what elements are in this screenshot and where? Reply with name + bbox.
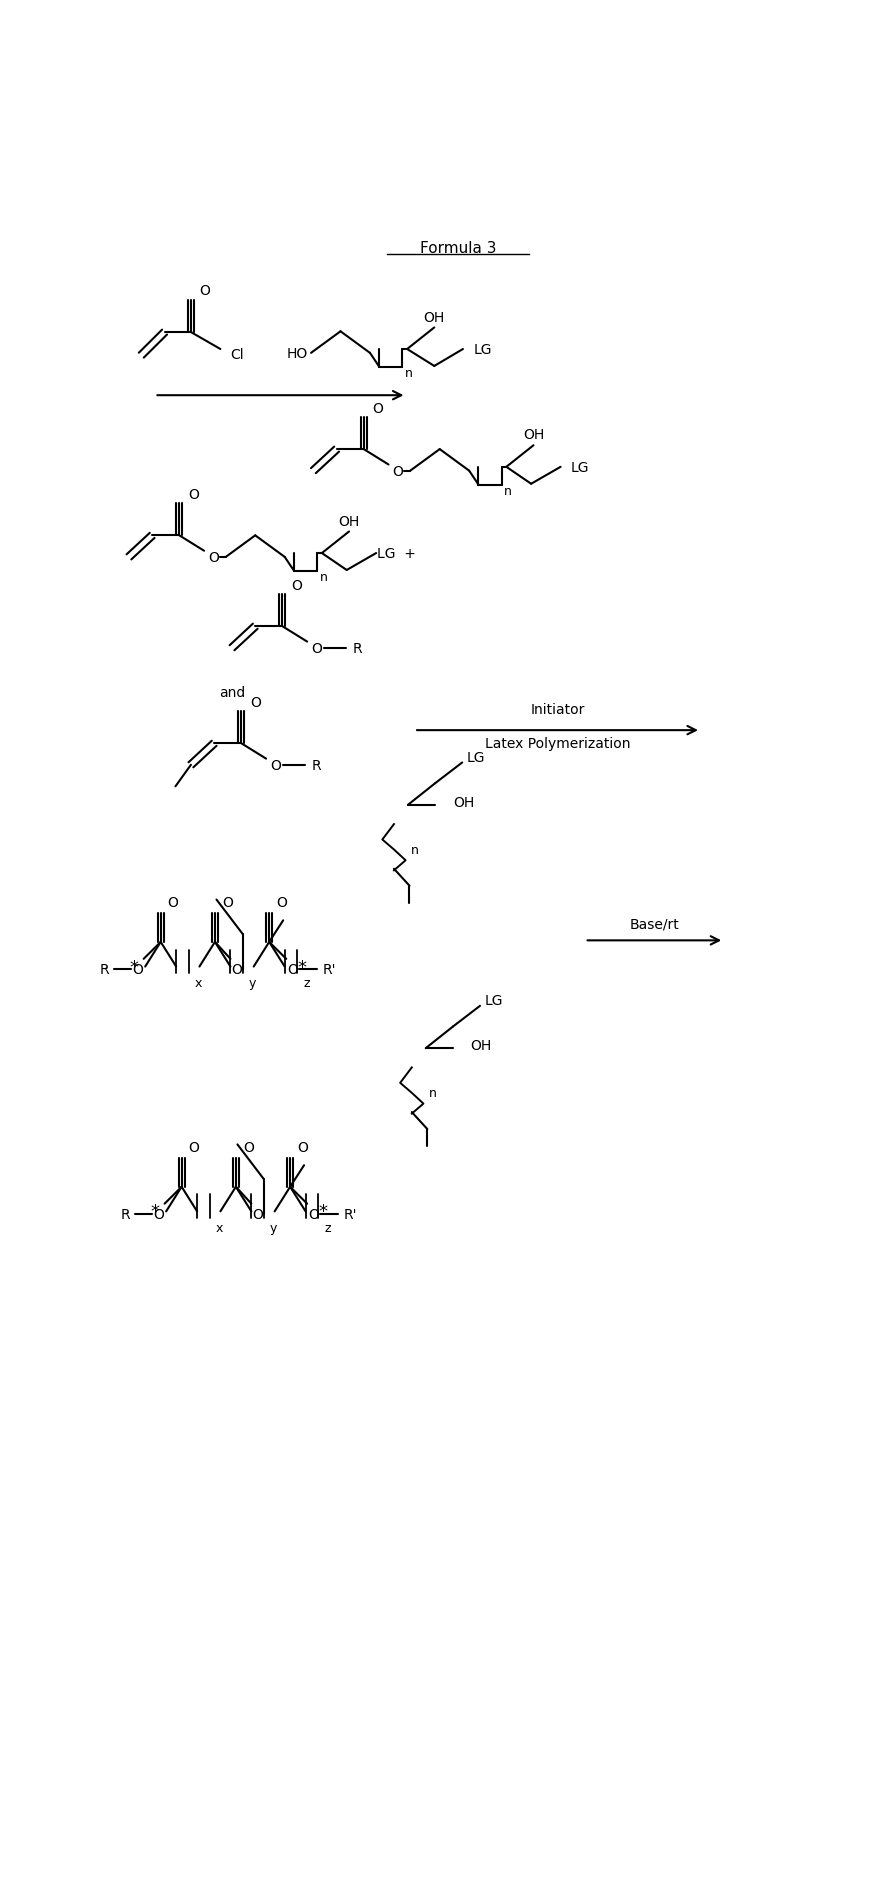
Text: x: x [195,977,202,990]
Text: OH: OH [423,310,444,325]
Text: O: O [297,1141,308,1154]
Text: LG: LG [473,342,492,357]
Text: O: O [291,578,301,593]
Text: R: R [100,962,110,977]
Text: O: O [276,895,287,909]
Text: n: n [428,1086,436,1099]
Text: O: O [167,895,178,909]
Text: *: * [150,1203,159,1220]
Text: OH: OH [522,429,544,442]
Text: O: O [308,1207,318,1220]
Text: O: O [249,695,260,708]
Text: O: O [252,1207,263,1220]
Text: LG: LG [485,994,502,1009]
Text: *: * [318,1203,327,1220]
Text: n: n [410,844,418,856]
Text: LG  +: LG + [376,546,416,561]
Text: O: O [287,962,298,977]
Text: n: n [319,570,327,584]
Text: O: O [189,1141,199,1154]
Text: HO: HO [286,348,308,361]
Text: R': R' [323,962,336,977]
Text: O: O [132,962,143,977]
Text: y: y [270,1220,277,1234]
Text: R': R' [343,1207,357,1220]
Text: Latex Polymerization: Latex Polymerization [485,737,629,750]
Text: O: O [242,1141,253,1154]
Text: *: * [297,958,306,977]
Text: z: z [324,1220,331,1234]
Text: R: R [121,1207,131,1220]
Text: OH: OH [338,514,359,529]
Text: O: O [311,642,322,655]
Text: z: z [303,977,309,990]
Text: y: y [249,977,257,990]
Text: Formula 3: Formula 3 [419,240,496,255]
Text: O: O [222,895,232,909]
Text: O: O [153,1207,164,1220]
Text: OH: OH [452,795,474,808]
Text: O: O [392,465,403,478]
Text: Cl: Cl [231,348,244,361]
Text: LG: LG [467,750,485,765]
Text: O: O [199,285,210,298]
Text: O: O [231,962,241,977]
Text: R: R [352,642,362,655]
Text: O: O [188,487,198,501]
Text: LG: LG [570,461,588,474]
Text: and: and [219,686,245,699]
Text: n: n [503,485,511,499]
Text: OH: OH [470,1039,492,1052]
Text: O: O [372,400,383,416]
Text: O: O [207,550,219,565]
Text: x: x [215,1220,223,1234]
Text: n: n [404,366,412,380]
Text: O: O [270,757,281,773]
Text: R: R [311,757,321,773]
Text: Initiator: Initiator [530,703,584,718]
Text: Base/rt: Base/rt [628,916,679,931]
Text: *: * [129,958,138,977]
